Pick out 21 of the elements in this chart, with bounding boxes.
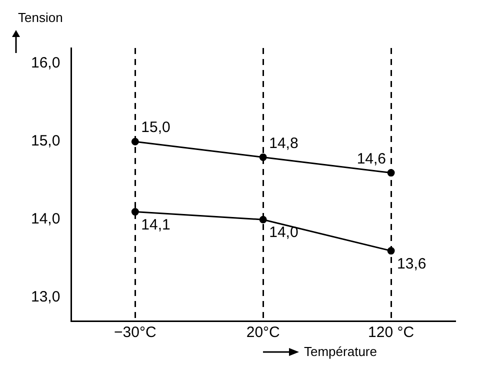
point [259,216,267,224]
x-tick-label: −30°C [114,324,156,342]
point [131,208,139,216]
data-label: 14,1 [141,216,170,234]
point [387,247,395,255]
x-tick-label: 20°C [246,324,280,342]
x-axis-title: Température [304,344,377,359]
data-label: 15,0 [141,119,170,136]
y-tick-label: 14,0 [30,210,60,228]
data-label: 14,0 [269,224,298,242]
y-tick-label: 13,0 [30,288,60,306]
point [259,153,267,161]
y-tick-label: 15,0 [30,132,60,150]
x-tick-label: 120 °C [368,324,414,342]
data-label: 14,8 [269,134,298,152]
point [387,169,395,177]
data-label: 14,6 [356,150,386,168]
data-label: 13,6 [397,255,426,272]
y-axis-title: Tension [18,10,63,25]
y-tick-label: 16,0 [30,54,60,72]
point [131,138,139,146]
